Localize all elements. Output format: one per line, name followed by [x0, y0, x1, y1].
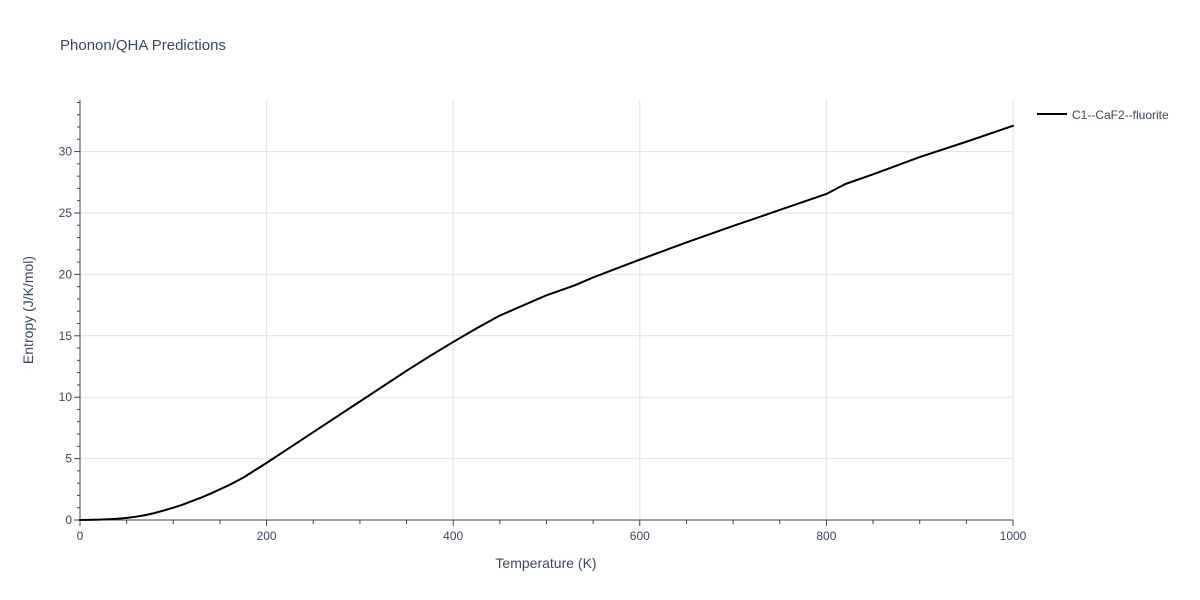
y-axis-title: Entropy (J/K/mol) — [20, 256, 36, 364]
y-tick-label: 0 — [65, 513, 72, 527]
legend: C1--CaF2--fluorite — [1037, 108, 1169, 122]
series-line — [79, 124, 1014, 521]
x-tick-label: 0 — [77, 529, 84, 543]
y-tick-label: 20 — [59, 267, 73, 281]
grid-layer — [80, 100, 1014, 520]
x-tick-label: 800 — [816, 529, 836, 543]
x-tick-label: 1000 — [1000, 529, 1027, 543]
y-tick-label: 10 — [59, 390, 73, 404]
y-tick-label: 25 — [59, 206, 73, 220]
x-tick-label: 200 — [257, 529, 277, 543]
axis-layer — [74, 100, 1014, 526]
x-axis-title: Temperature (K) — [495, 555, 596, 571]
y-tick-label: 30 — [59, 145, 73, 159]
y-tick-label: 5 — [65, 452, 72, 466]
y-tick-label: 15 — [59, 329, 73, 343]
x-tick-label: 400 — [443, 529, 463, 543]
legend-label: C1--CaF2--fluorite — [1072, 108, 1169, 122]
tick-label-layer: 0 200 400 600 800 1000 0 5 10 15 20 25 30 — [59, 145, 1027, 543]
x-tick-label: 600 — [630, 529, 650, 543]
chart-title: Phonon/QHA Predictions — [60, 37, 226, 54]
series-layer — [79, 124, 1014, 521]
